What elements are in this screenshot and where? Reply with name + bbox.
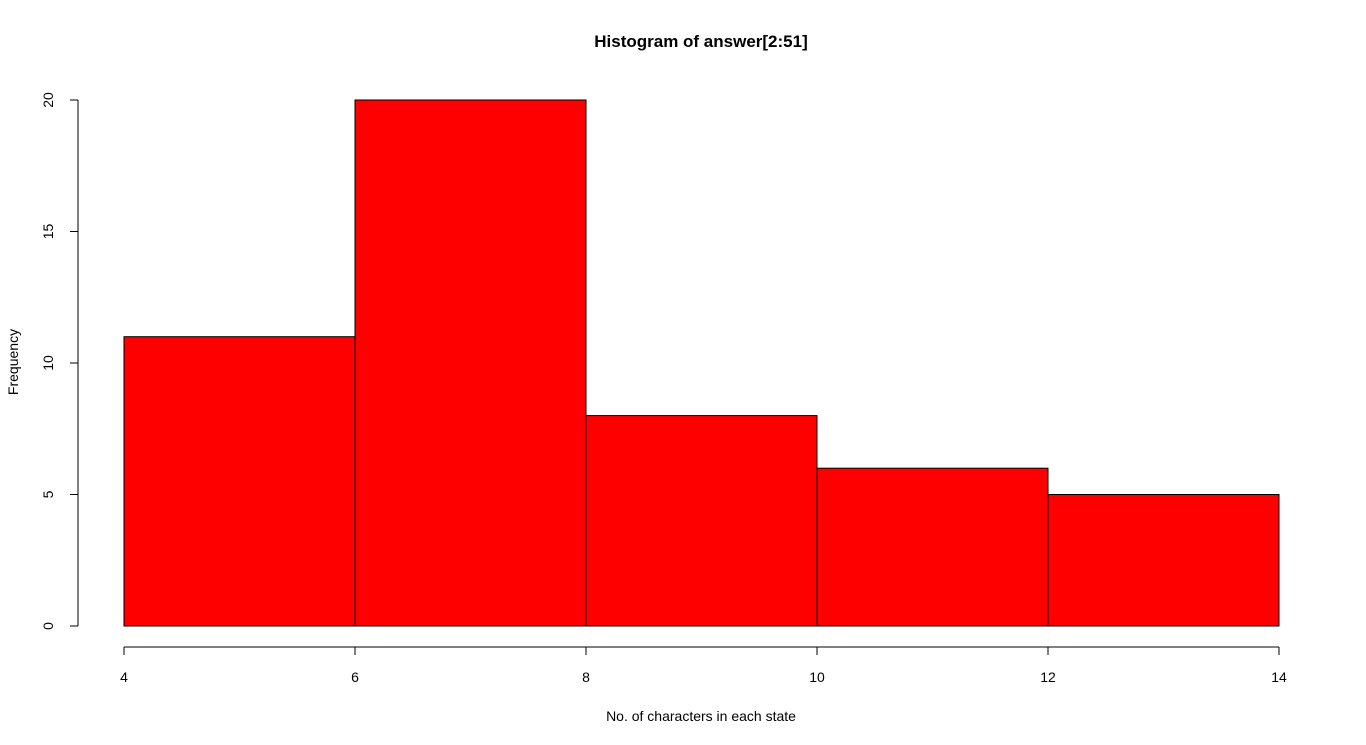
histogram-bar-2 bbox=[354, 99, 587, 627]
y-tick-label: 20 bbox=[40, 92, 56, 108]
x-tick-label: 10 bbox=[809, 669, 825, 685]
bars-group bbox=[123, 99, 1280, 627]
chart-title: Histogram of answer[2:51] bbox=[594, 32, 808, 51]
histogram-bar-5 bbox=[1047, 494, 1280, 627]
histogram-bar-4 bbox=[816, 467, 1049, 627]
y-axis-label: Frequency bbox=[5, 329, 21, 395]
x-tick-label: 6 bbox=[351, 669, 359, 685]
y-tick-label: 5 bbox=[40, 490, 56, 498]
x-tick-label: 8 bbox=[582, 669, 590, 685]
y-axis: 0 5 10 15 20 bbox=[40, 92, 79, 630]
x-axis-label: No. of characters in each state bbox=[606, 708, 796, 724]
x-axis: 4 6 8 10 12 14 bbox=[120, 646, 1287, 685]
y-tick-label: 0 bbox=[40, 622, 56, 630]
x-tick-label: 4 bbox=[120, 669, 128, 685]
histogram-bar-3 bbox=[585, 415, 818, 627]
x-tick-label: 14 bbox=[1271, 669, 1287, 685]
x-tick-label: 12 bbox=[1040, 669, 1056, 685]
y-tick-label: 15 bbox=[40, 224, 56, 240]
y-tick-label: 10 bbox=[40, 355, 56, 371]
histogram-bar-1 bbox=[123, 336, 356, 627]
